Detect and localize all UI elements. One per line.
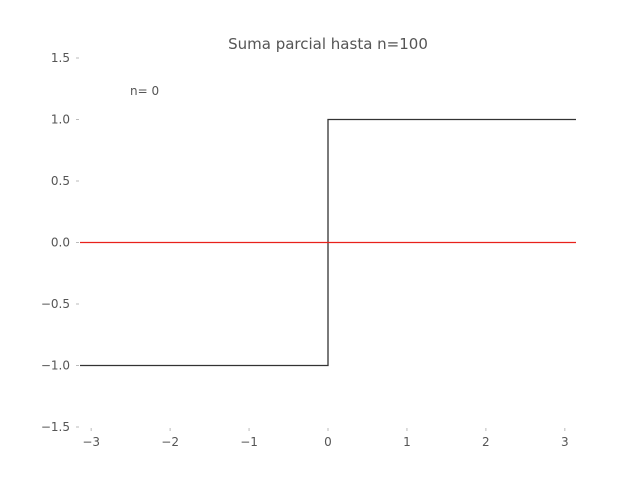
y-tick-label: −0.5 xyxy=(41,297,70,311)
x-tick-label: 3 xyxy=(561,435,569,449)
y-tick-label: 0.0 xyxy=(51,236,70,250)
x-tick-label: 0 xyxy=(324,435,332,449)
x-tick-label: −2 xyxy=(161,435,179,449)
annotation-n: n= 0 xyxy=(130,84,159,98)
x-tick-label: 1 xyxy=(403,435,411,449)
chart-title: Suma parcial hasta n=100 xyxy=(228,35,428,53)
axes: −1.5 −1.0 −0.5 0.0 0.5 1.0 1.5 −3 −2 −1 0 1 2 3 xyxy=(41,51,569,449)
x-tick-label: 2 xyxy=(482,435,490,449)
x-tick-label: −1 xyxy=(240,435,258,449)
x-tick-label: −3 xyxy=(82,435,100,449)
series-layer xyxy=(80,118,576,367)
y-tick-label: −1.5 xyxy=(41,420,70,434)
y-tick-label: 1.5 xyxy=(51,51,70,65)
y-tick-label: −1.0 xyxy=(41,359,70,373)
y-tick-label: 1.0 xyxy=(51,113,70,127)
y-tick-label: 0.5 xyxy=(51,174,70,188)
